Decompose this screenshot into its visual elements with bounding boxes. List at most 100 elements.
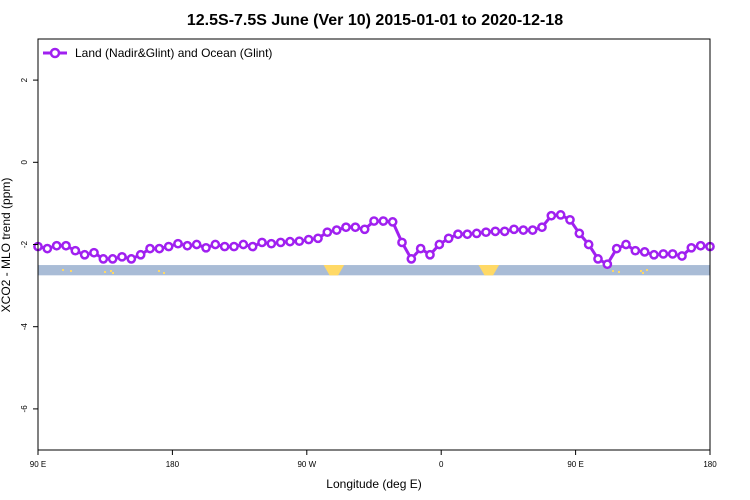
land-speck-10	[642, 272, 644, 274]
data-point	[565, 214, 575, 225]
land-speck-8	[618, 271, 620, 273]
y-tick-label: 0	[20, 160, 29, 165]
data-point	[98, 254, 109, 264]
data-point	[387, 217, 398, 227]
data-point	[182, 240, 193, 251]
data-point	[145, 243, 155, 254]
data-point	[397, 237, 407, 248]
data-point	[117, 251, 127, 262]
land-speck-6	[163, 272, 165, 274]
data-point	[173, 238, 183, 249]
x-tick-label: 90 E	[567, 460, 583, 469]
data-point	[61, 240, 71, 251]
data-point	[658, 249, 669, 259]
land-speck-7	[612, 270, 614, 272]
y-tick-label: -4	[20, 323, 29, 331]
data-point	[499, 226, 510, 237]
data-point	[677, 251, 687, 261]
data-point	[425, 249, 435, 260]
data-point	[555, 210, 566, 220]
land-speck-2	[104, 271, 106, 273]
data-point	[434, 239, 445, 250]
data-point	[107, 254, 118, 264]
data-point	[79, 249, 90, 260]
x-tick-label: 180	[166, 460, 180, 469]
land-segment-0	[323, 265, 345, 276]
x-tick-label: 90 E	[30, 460, 46, 469]
data-point	[611, 243, 622, 254]
data-point	[285, 236, 295, 247]
data-point	[210, 239, 221, 250]
data-point	[70, 245, 81, 256]
data-point	[537, 222, 547, 233]
data-point	[350, 222, 361, 233]
land-segment-1	[478, 265, 500, 276]
data-point	[126, 254, 137, 264]
y-tick-label: -2	[20, 240, 29, 248]
data-point	[639, 247, 650, 257]
data-point	[266, 238, 277, 249]
data-point	[154, 243, 165, 254]
x-axis: 90 E 180 90 W 0 90 E 180	[30, 450, 717, 469]
data-point	[135, 249, 146, 260]
data-point	[415, 243, 426, 254]
data-point	[369, 216, 379, 226]
data-point	[686, 242, 697, 253]
y-tick-label: -6	[20, 405, 29, 413]
y-tick-label: 2	[20, 77, 29, 82]
data-point	[201, 242, 211, 253]
data-point	[89, 247, 99, 258]
land-speck-4	[112, 272, 114, 274]
data-point	[471, 228, 482, 239]
data-point	[453, 229, 463, 240]
x-tick-label: 0	[439, 460, 444, 469]
data-point	[667, 249, 678, 259]
data-point	[602, 259, 613, 270]
data-point	[359, 224, 370, 235]
land-speck-11	[646, 269, 648, 271]
data-point	[593, 254, 603, 264]
data-point	[443, 233, 454, 244]
data-point	[341, 222, 351, 233]
data-point	[583, 239, 594, 250]
data-point	[42, 243, 53, 254]
data-point	[247, 241, 258, 252]
land-speck-5	[158, 270, 160, 272]
legend-label: Land (Nadir&Glint) and Ocean (Glint)	[75, 46, 272, 60]
land-speck-3	[110, 270, 112, 272]
data-point	[257, 237, 267, 248]
data-point	[303, 234, 314, 245]
land-speck-0	[62, 269, 64, 271]
land-specks	[62, 269, 648, 274]
data-point	[322, 227, 333, 238]
data-point	[219, 241, 230, 252]
plot-frame	[37, 38, 711, 451]
data-point	[546, 210, 557, 221]
surface-band	[38, 265, 710, 276]
data-point	[238, 239, 249, 250]
chart-title: 12.5S-7.5S June (Ver 10) 2015-01-01 to 2…	[187, 12, 563, 29]
data-point	[406, 254, 417, 264]
data-point	[509, 224, 519, 235]
ocean-band	[38, 265, 710, 276]
data-point	[574, 228, 585, 239]
data-point	[229, 241, 239, 252]
data-point	[51, 240, 62, 251]
data-point	[191, 239, 202, 250]
data-point	[490, 226, 501, 237]
data-point	[527, 225, 538, 235]
data-point	[294, 236, 305, 247]
data-point	[481, 227, 491, 238]
legend-marker	[49, 47, 61, 59]
data-point	[275, 237, 286, 248]
legend: Land (Nadir&Glint) and Ocean (Glint)	[43, 46, 272, 60]
data-point	[649, 249, 659, 260]
y-axis-label: XCO2 - MLO trend (ppm)	[0, 178, 13, 313]
data-point	[331, 225, 342, 235]
data-point	[695, 240, 706, 251]
x-tick-label: 180	[703, 460, 717, 469]
data-point	[630, 245, 641, 256]
series-layer	[33, 210, 715, 270]
x-axis-label: Longitude (deg E)	[326, 477, 421, 491]
